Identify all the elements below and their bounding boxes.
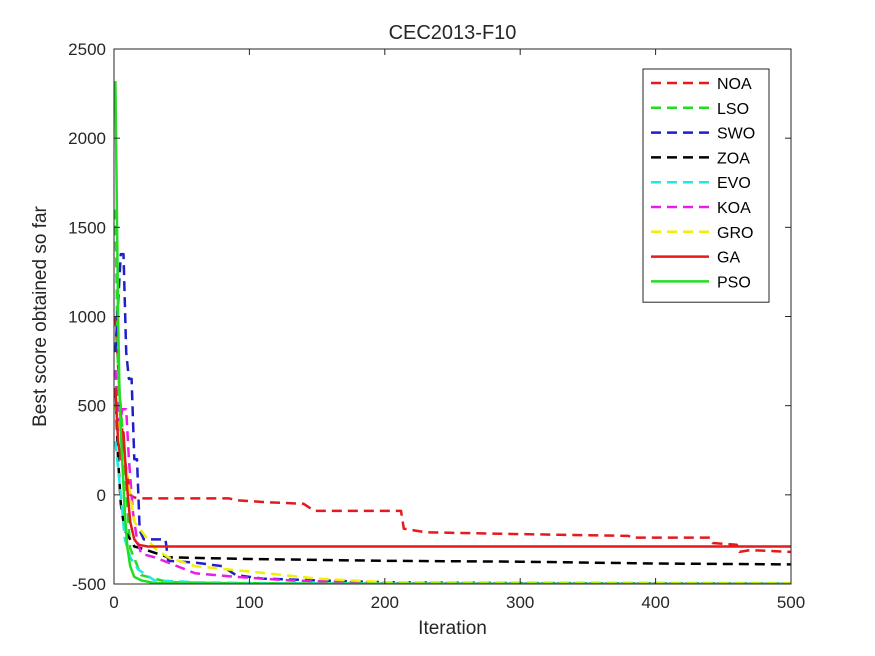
- legend-label-ga: GA: [717, 250, 740, 267]
- y-tick-label: 2000: [68, 129, 106, 148]
- legend-label-zoa: ZOA: [717, 150, 750, 167]
- series-line-noa: [114, 316, 791, 554]
- series-line-pso: [114, 81, 791, 584]
- x-axis-label: Iteration: [418, 618, 487, 639]
- y-tick-label: -500: [72, 575, 106, 594]
- y-axis-label: Best score obtained so far: [30, 205, 51, 426]
- legend-label-pso: PSO: [717, 274, 751, 291]
- y-tick-label: 0: [97, 486, 106, 505]
- legend-label-gro: GRO: [717, 225, 753, 242]
- legend-label-koa: KOA: [717, 200, 751, 217]
- legend-label-swo: SWO: [717, 126, 755, 143]
- series-line-ga: [114, 387, 791, 548]
- series-line-zoa: [114, 387, 791, 566]
- legend: NOA LSO SWO ZOA EVO KOA GRO GA PSO: [642, 68, 770, 303]
- series-line-swo: [114, 252, 791, 584]
- x-tick-label: 200: [371, 593, 399, 612]
- legend-label-noa: NOA: [717, 76, 752, 93]
- x-tick-label: 0: [109, 593, 118, 612]
- series-line-koa: [114, 369, 791, 584]
- y-tick-label: 1000: [68, 308, 106, 327]
- x-tick-label: 300: [506, 593, 534, 612]
- y-tick-label: 500: [78, 397, 106, 416]
- x-tick-label: 100: [235, 593, 263, 612]
- legend-label-lso: LSO: [717, 101, 749, 118]
- legend-label-evo: EVO: [717, 175, 751, 192]
- y-tick-label: 2500: [68, 40, 106, 59]
- chart-title: CEC2013-F10: [389, 22, 517, 44]
- x-tick-label: 400: [641, 593, 669, 612]
- series-layer: [114, 81, 791, 584]
- x-tick-label: 500: [777, 593, 805, 612]
- y-tick-label: 1500: [68, 218, 106, 237]
